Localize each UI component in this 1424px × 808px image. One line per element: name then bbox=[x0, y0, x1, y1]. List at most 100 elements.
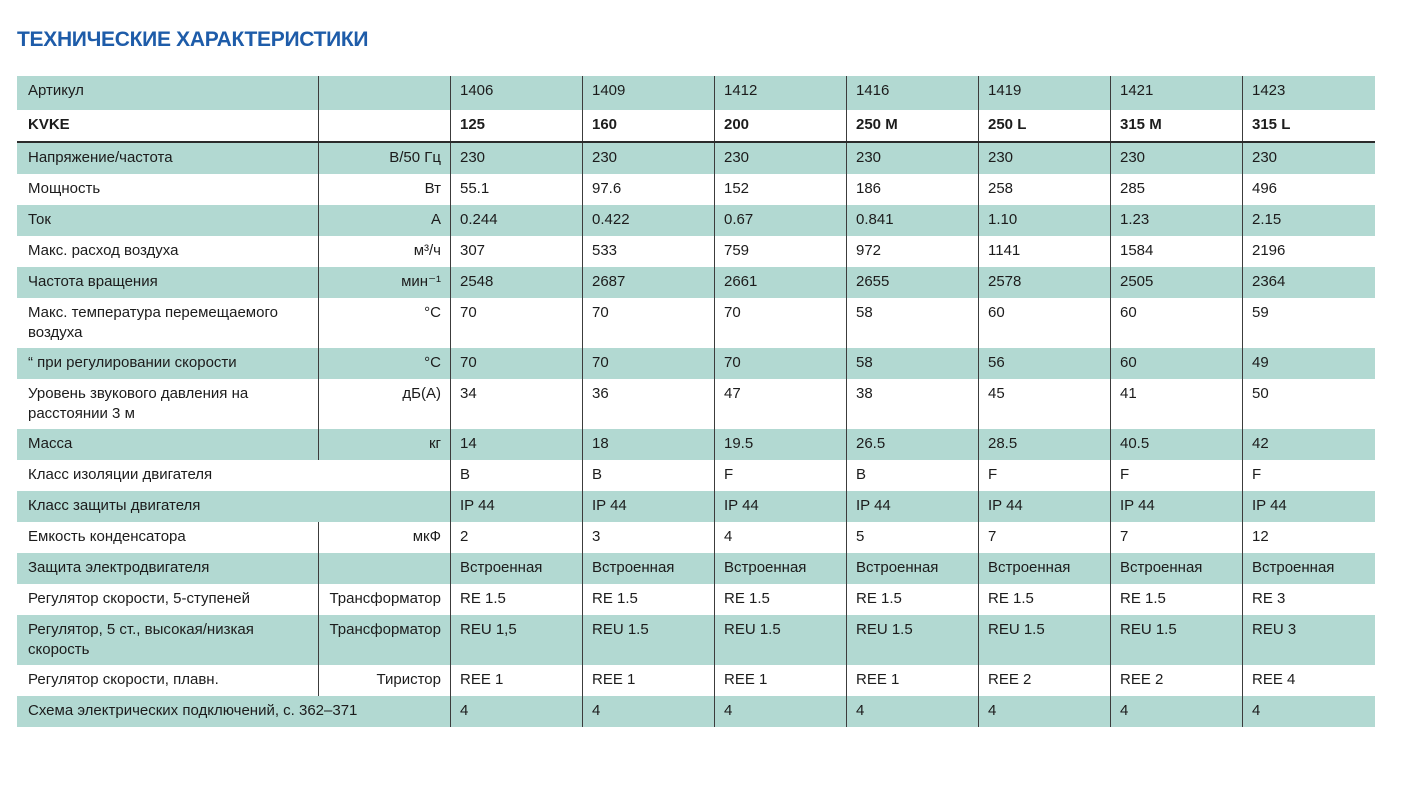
cell-value: REU 1,5 bbox=[451, 615, 583, 665]
row-unit bbox=[319, 553, 451, 584]
cell-value: 55.1 bbox=[451, 174, 583, 205]
cell-value: 50 bbox=[1252, 385, 1269, 402]
cell-value: 70 bbox=[451, 348, 583, 379]
row-label: Артикул bbox=[17, 76, 319, 110]
table-row: Класс защиты двигателя IP 44 IP 44 IP 44 IP … bbox=[17, 491, 1375, 522]
row-unit: мин⁻¹ bbox=[319, 267, 451, 298]
cell-value: REE 1 bbox=[451, 665, 583, 696]
row-unit: Вт bbox=[319, 174, 451, 205]
cell-value: 38 bbox=[847, 379, 979, 429]
cell-value: 14 bbox=[451, 429, 583, 460]
cell-value: 1419 bbox=[979, 76, 1111, 110]
cell-value: 60 bbox=[1111, 298, 1243, 348]
cell-value: Встроенная bbox=[451, 553, 583, 584]
cell-value: 4 bbox=[1252, 702, 1261, 719]
cell-value: 56 bbox=[979, 348, 1111, 379]
cell-value: REU 1.5 bbox=[979, 615, 1111, 665]
cell-value: 1141 bbox=[979, 236, 1111, 267]
cell-value: 70 bbox=[715, 298, 847, 348]
cell-value: 70 bbox=[583, 298, 715, 348]
cell-value: REE 1 bbox=[583, 665, 715, 696]
cell-value: 533 bbox=[583, 236, 715, 267]
cell-value: 2 bbox=[451, 522, 583, 553]
cell-value: 258 bbox=[979, 174, 1111, 205]
table-row: Уровень звукового давления на расстоянии… bbox=[17, 379, 1375, 429]
cell-value: 70 bbox=[715, 348, 847, 379]
row-unit: Трансформатор bbox=[319, 615, 451, 665]
cell-value: 4 bbox=[979, 696, 1111, 727]
row-unit: мкФ bbox=[319, 522, 451, 553]
cell-value: 0.841 bbox=[847, 205, 979, 236]
cell-value: 1406 bbox=[451, 76, 583, 110]
row-label: “ при регулировании скорости bbox=[17, 348, 319, 379]
cell-value: 285 bbox=[1111, 174, 1243, 205]
cell-value: 97.6 bbox=[583, 174, 715, 205]
cell-value: 70 bbox=[451, 298, 583, 348]
cell-value: 12 bbox=[1252, 528, 1269, 545]
table-row: Схема электрических подключений, с. 362–… bbox=[17, 696, 1375, 727]
cell-value: Встроенная bbox=[1252, 559, 1335, 576]
cell-value: 125 bbox=[451, 110, 583, 141]
cell-value: 0.67 bbox=[715, 205, 847, 236]
cell-value: 70 bbox=[583, 348, 715, 379]
cell-value: IP 44 bbox=[583, 491, 715, 522]
cell-value: IP 44 bbox=[715, 491, 847, 522]
cell-value: REE 1 bbox=[847, 665, 979, 696]
cell-value: Встроенная bbox=[715, 553, 847, 584]
cell-value: 307 bbox=[451, 236, 583, 267]
cell-value: 2.15 bbox=[1252, 211, 1282, 228]
table-row: “ при регулировании скорости °C 70 70 70 58 56… bbox=[17, 348, 1375, 379]
cell-value: 2655 bbox=[847, 267, 979, 298]
cell-value: 230 bbox=[847, 143, 979, 174]
cell-value: 1584 bbox=[1111, 236, 1243, 267]
cell-value: 26.5 bbox=[847, 429, 979, 460]
cell-value: RE 1.5 bbox=[583, 584, 715, 615]
cell-value: 42 bbox=[1252, 435, 1269, 452]
table-row: Масса кг 14 18 19.5 26.5 28.5 40.5 42 bbox=[17, 429, 1375, 460]
cell-value: Встроенная bbox=[847, 553, 979, 584]
row-unit: кг bbox=[319, 429, 451, 460]
cell-value: 41 bbox=[1111, 379, 1243, 429]
cell-value: REU 1.5 bbox=[583, 615, 715, 665]
cell-value: 200 bbox=[715, 110, 847, 141]
cell-value: 4 bbox=[715, 696, 847, 727]
cell-value: 315 M bbox=[1111, 110, 1243, 141]
cell-value: IP 44 bbox=[451, 491, 583, 522]
cell-value: 34 bbox=[451, 379, 583, 429]
row-label: Макс. температура перемещаемого воздуха bbox=[17, 298, 319, 348]
row-label: Уровень звукового давления на расстоянии… bbox=[17, 379, 319, 429]
cell-value: RE 1.5 bbox=[847, 584, 979, 615]
row-label: Регулятор, 5 ст., высокая/низкая скорост… bbox=[17, 615, 319, 665]
table-row: Емкость конденсатора мкФ 2 3 4 5 7 7 12 bbox=[17, 522, 1375, 553]
row-unit: °C bbox=[319, 298, 451, 348]
cell-value: IP 44 bbox=[1252, 497, 1287, 514]
table-row: KVKE 125 160 200 250 M 250 L 315 M 315 L bbox=[17, 110, 1375, 143]
cell-value: 40.5 bbox=[1111, 429, 1243, 460]
row-label: Ток bbox=[17, 205, 319, 236]
cell-value: 60 bbox=[979, 298, 1111, 348]
cell-value: 230 bbox=[1111, 143, 1243, 174]
cell-value: 4 bbox=[1111, 696, 1243, 727]
row-unit: В/50 Гц bbox=[319, 143, 451, 174]
cell-value: 4 bbox=[451, 696, 583, 727]
cell-value: 972 bbox=[847, 236, 979, 267]
cell-value: 496 bbox=[1252, 180, 1278, 197]
row-label: Масса bbox=[17, 429, 319, 460]
cell-value: B bbox=[451, 460, 583, 491]
cell-value: IP 44 bbox=[979, 491, 1111, 522]
cell-value: 7 bbox=[979, 522, 1111, 553]
row-label: Класс изоляции двигателя bbox=[17, 460, 451, 491]
cell-value: 1416 bbox=[847, 76, 979, 110]
cell-value: B bbox=[583, 460, 715, 491]
spec-table: Артикул 1406 1409 1412 1416 1419 1421 1423 KVKE 1… bbox=[17, 76, 1375, 727]
table-row: Регулятор скорости, 5-ступеней Трансформа… bbox=[17, 584, 1375, 615]
table-row: Класс изоляции двигателя B B F B F F F bbox=[17, 460, 1375, 491]
cell-value: 2364 bbox=[1252, 273, 1286, 290]
cell-value: 315 L bbox=[1252, 116, 1291, 133]
cell-value: REE 4 bbox=[1252, 671, 1296, 688]
cell-value: F bbox=[715, 460, 847, 491]
table-row: Частота вращения мин⁻¹ 2548 2687 2661 2655 257… bbox=[17, 267, 1375, 298]
row-unit: дБ(А) bbox=[319, 379, 451, 429]
cell-value: 45 bbox=[979, 379, 1111, 429]
